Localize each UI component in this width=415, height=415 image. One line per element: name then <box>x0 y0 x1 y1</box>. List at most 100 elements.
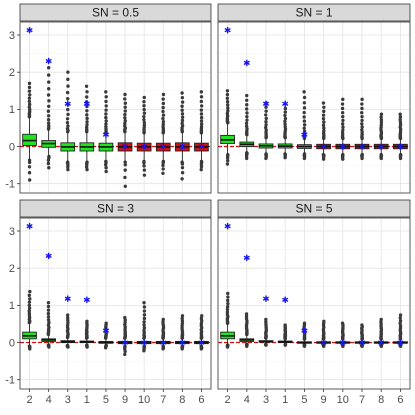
outlier-point <box>104 124 108 129</box>
outlier-point <box>46 118 51 122</box>
box-3 <box>258 101 274 161</box>
outlier-point <box>104 321 108 325</box>
outlier-point <box>340 321 345 325</box>
outlier-point <box>283 122 287 126</box>
outlier-point <box>379 317 383 322</box>
outlier-point <box>66 107 70 112</box>
x-tick-label: 5 <box>301 394 307 406</box>
outlier-point <box>322 126 326 130</box>
marker-stroke <box>179 144 186 149</box>
outlier-point <box>283 116 288 121</box>
outlier-point <box>245 344 249 348</box>
facet-strip <box>19 3 212 22</box>
outlier-point <box>302 115 306 119</box>
outlier-point <box>341 118 345 123</box>
outlier-point <box>46 93 51 97</box>
outlier-point <box>27 171 32 175</box>
outlier-point <box>104 122 108 126</box>
outlier-point <box>225 92 230 97</box>
outlier-point <box>322 105 326 109</box>
outlier-point <box>161 122 165 127</box>
outlier-point <box>142 161 146 165</box>
outlier-point <box>379 115 383 119</box>
outlier-point <box>66 345 70 349</box>
true-value-marker-9 <box>320 143 327 150</box>
outlier-point <box>360 114 364 119</box>
outlier-point <box>283 125 287 129</box>
outlier-points <box>244 93 249 161</box>
marker-stroke <box>243 60 250 66</box>
outlier-point <box>244 121 249 126</box>
outlier-point <box>180 171 185 175</box>
outlier-point <box>65 316 70 320</box>
outlier-point <box>27 178 32 182</box>
marker-stroke <box>141 144 148 149</box>
x-tick-label: 4 <box>244 394 250 406</box>
outlier-points <box>142 95 147 177</box>
outlier-point <box>245 93 249 98</box>
outlier-point <box>199 119 204 123</box>
outlier-point <box>123 163 127 167</box>
outlier-point <box>27 311 32 316</box>
facet-panel-3: SN = 3 -1 0 1 2 3 2 4 3 1 5 9 10 7 8 6 <box>5 199 212 406</box>
outlier-point <box>398 156 403 161</box>
box-1 <box>277 106 293 160</box>
outlier-point <box>104 99 108 104</box>
outlier-point <box>161 317 165 322</box>
marker-stroke <box>121 340 129 345</box>
outlier-point <box>27 89 32 93</box>
outlier-point <box>66 320 70 325</box>
outlier-point <box>46 323 51 327</box>
outlier-point <box>379 120 384 125</box>
y-tick-label: 2 <box>9 263 15 275</box>
outlier-points <box>283 106 288 160</box>
outlier-point <box>245 118 249 122</box>
outlier-point <box>123 97 127 101</box>
outlier-point <box>340 111 345 115</box>
outlier-point <box>264 120 268 124</box>
facet-panel-1: SN = 0.5 -1 0 1 2 3 <box>5 3 212 194</box>
marker-stroke <box>301 132 308 137</box>
outlier-point <box>199 112 204 116</box>
marker-stroke <box>45 58 52 64</box>
x-tick-label: 7 <box>160 394 166 406</box>
true-value-marker-1 <box>282 296 289 303</box>
outlier-point <box>123 124 127 128</box>
outlier-point <box>66 165 70 169</box>
box-4 <box>41 301 56 349</box>
true-value-marker-3 <box>64 100 71 107</box>
outlier-point <box>340 130 345 135</box>
true-value-marker-10 <box>141 339 148 346</box>
outlier-points <box>264 317 268 347</box>
true-value-marker-7 <box>358 143 366 150</box>
outlier-point <box>142 168 147 172</box>
outlier-point <box>161 97 165 101</box>
outlier-point <box>283 343 287 347</box>
marker-stroke <box>64 296 71 301</box>
outlier-point <box>123 160 127 164</box>
outlier-point <box>104 166 108 170</box>
outlier-points <box>199 90 204 172</box>
outlier-point <box>199 99 204 104</box>
outlier-point <box>123 175 127 180</box>
outlier-point <box>244 317 249 321</box>
outlier-point <box>379 118 384 122</box>
true-value-marker-6 <box>397 339 404 346</box>
x-tick-label: 2 <box>225 394 231 406</box>
outlier-point <box>302 123 307 127</box>
outlier-point <box>360 106 364 111</box>
outlier-point <box>398 321 402 326</box>
outlier-points <box>398 112 403 161</box>
true-value-marker-4 <box>45 252 52 260</box>
facet-panel-4: SN = 5 2 4 3 1 5 9 10 7 8 6 <box>217 199 411 406</box>
outlier-point <box>225 96 230 100</box>
true-value-marker-7 <box>358 339 366 346</box>
outlier-point <box>46 318 51 322</box>
x-tick-label: 7 <box>359 394 365 406</box>
outlier-point <box>27 102 32 107</box>
true-value-marker-2 <box>26 222 33 230</box>
outlier-point <box>245 111 249 115</box>
outlier-point <box>28 93 32 97</box>
marker-stroke <box>141 340 148 345</box>
